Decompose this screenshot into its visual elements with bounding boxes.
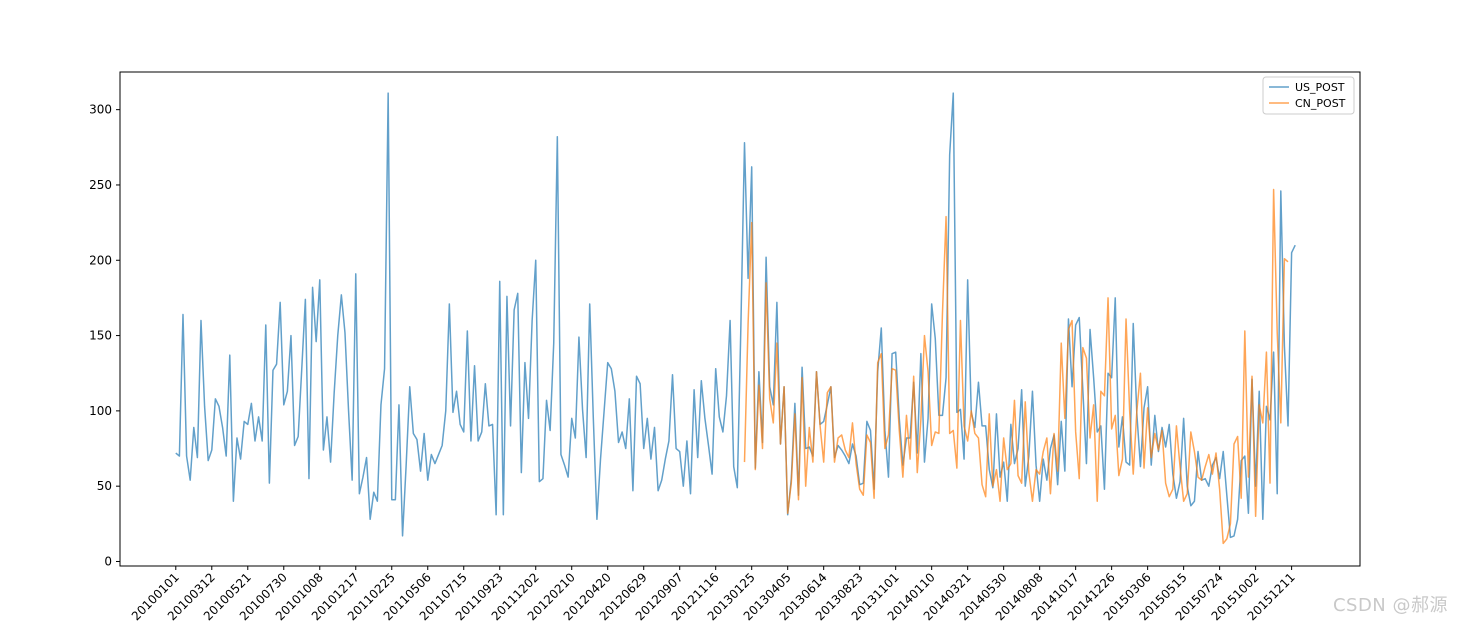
- y-tick-label: 0: [104, 554, 112, 568]
- plot-frame: [119, 71, 1361, 567]
- y-tick-label: 50: [97, 479, 112, 493]
- y-axis: 0 50 100 150 200 250 300: [89, 103, 120, 568]
- series-line-cn-post: [743, 188, 1289, 545]
- legend-label: CN_POST: [1295, 97, 1346, 110]
- x-axis: 2010010120100312201005212010073020101008…: [129, 566, 1298, 623]
- y-tick-label: 100: [89, 404, 112, 418]
- series-line-us-post: [175, 92, 1296, 539]
- y-tick-label: 300: [89, 103, 112, 117]
- watermark-text: CSDN @郝源: [1332, 595, 1448, 616]
- plot-lines: [175, 92, 1296, 545]
- y-tick-label: 250: [89, 178, 112, 192]
- legend-label: US_POST: [1295, 81, 1345, 94]
- y-tick-label: 200: [89, 253, 112, 267]
- y-tick-label: 150: [89, 329, 112, 343]
- legend: US_POST CN_POST: [1262, 76, 1355, 115]
